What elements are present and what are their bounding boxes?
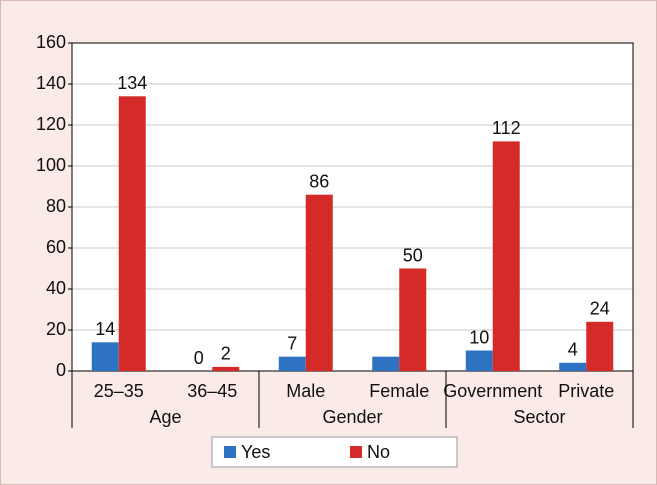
bar (212, 366, 240, 371)
data-label: 134 (117, 73, 147, 93)
x-tick-label: Female (369, 381, 429, 401)
y-tick-label: 40 (46, 278, 66, 298)
data-label: 112 (492, 118, 521, 138)
group-label: Sector (513, 407, 565, 427)
bar (278, 356, 306, 371)
legend-label: Yes (241, 442, 270, 462)
y-tick-label: 60 (46, 237, 66, 257)
y-tick-label: 160 (36, 32, 66, 52)
bar (586, 321, 614, 371)
data-label: 10 (469, 327, 489, 347)
plot-border (71, 42, 634, 372)
x-tick-label: Male (286, 381, 325, 401)
data-label: 0 (194, 348, 204, 368)
legend-swatch (224, 446, 236, 458)
y-tick-label: 120 (36, 114, 66, 134)
y-tick-label: 140 (36, 73, 66, 93)
data-label: 86 (309, 171, 329, 191)
data-label: 4 (568, 340, 578, 360)
data-label: 2 (221, 344, 231, 364)
legend-label: No (367, 442, 390, 462)
legend (211, 436, 458, 468)
y-tick-label: 80 (46, 196, 66, 216)
data-label: 24 (590, 299, 610, 319)
legend-swatch (350, 446, 362, 458)
y-tick-label: 20 (46, 319, 66, 339)
data-label: 7 (287, 333, 297, 353)
bar (305, 194, 333, 371)
x-tick-label: 36–45 (187, 381, 237, 401)
data-label: 14 (95, 319, 115, 339)
y-tick-label: 100 (36, 155, 66, 175)
y-tick-label: 0 (56, 360, 66, 380)
x-tick-label: 25–35 (94, 381, 144, 401)
bar (492, 141, 520, 371)
bar (465, 350, 493, 371)
bar (399, 268, 427, 371)
data-label: 50 (403, 245, 423, 265)
x-tick-label: Private (558, 381, 614, 401)
group-label: Age (149, 407, 181, 427)
bar (372, 356, 400, 371)
bar (91, 342, 119, 371)
group-label: Gender (322, 407, 382, 427)
bar (559, 362, 587, 371)
x-tick-label: Government (443, 381, 542, 401)
bar (118, 96, 146, 372)
